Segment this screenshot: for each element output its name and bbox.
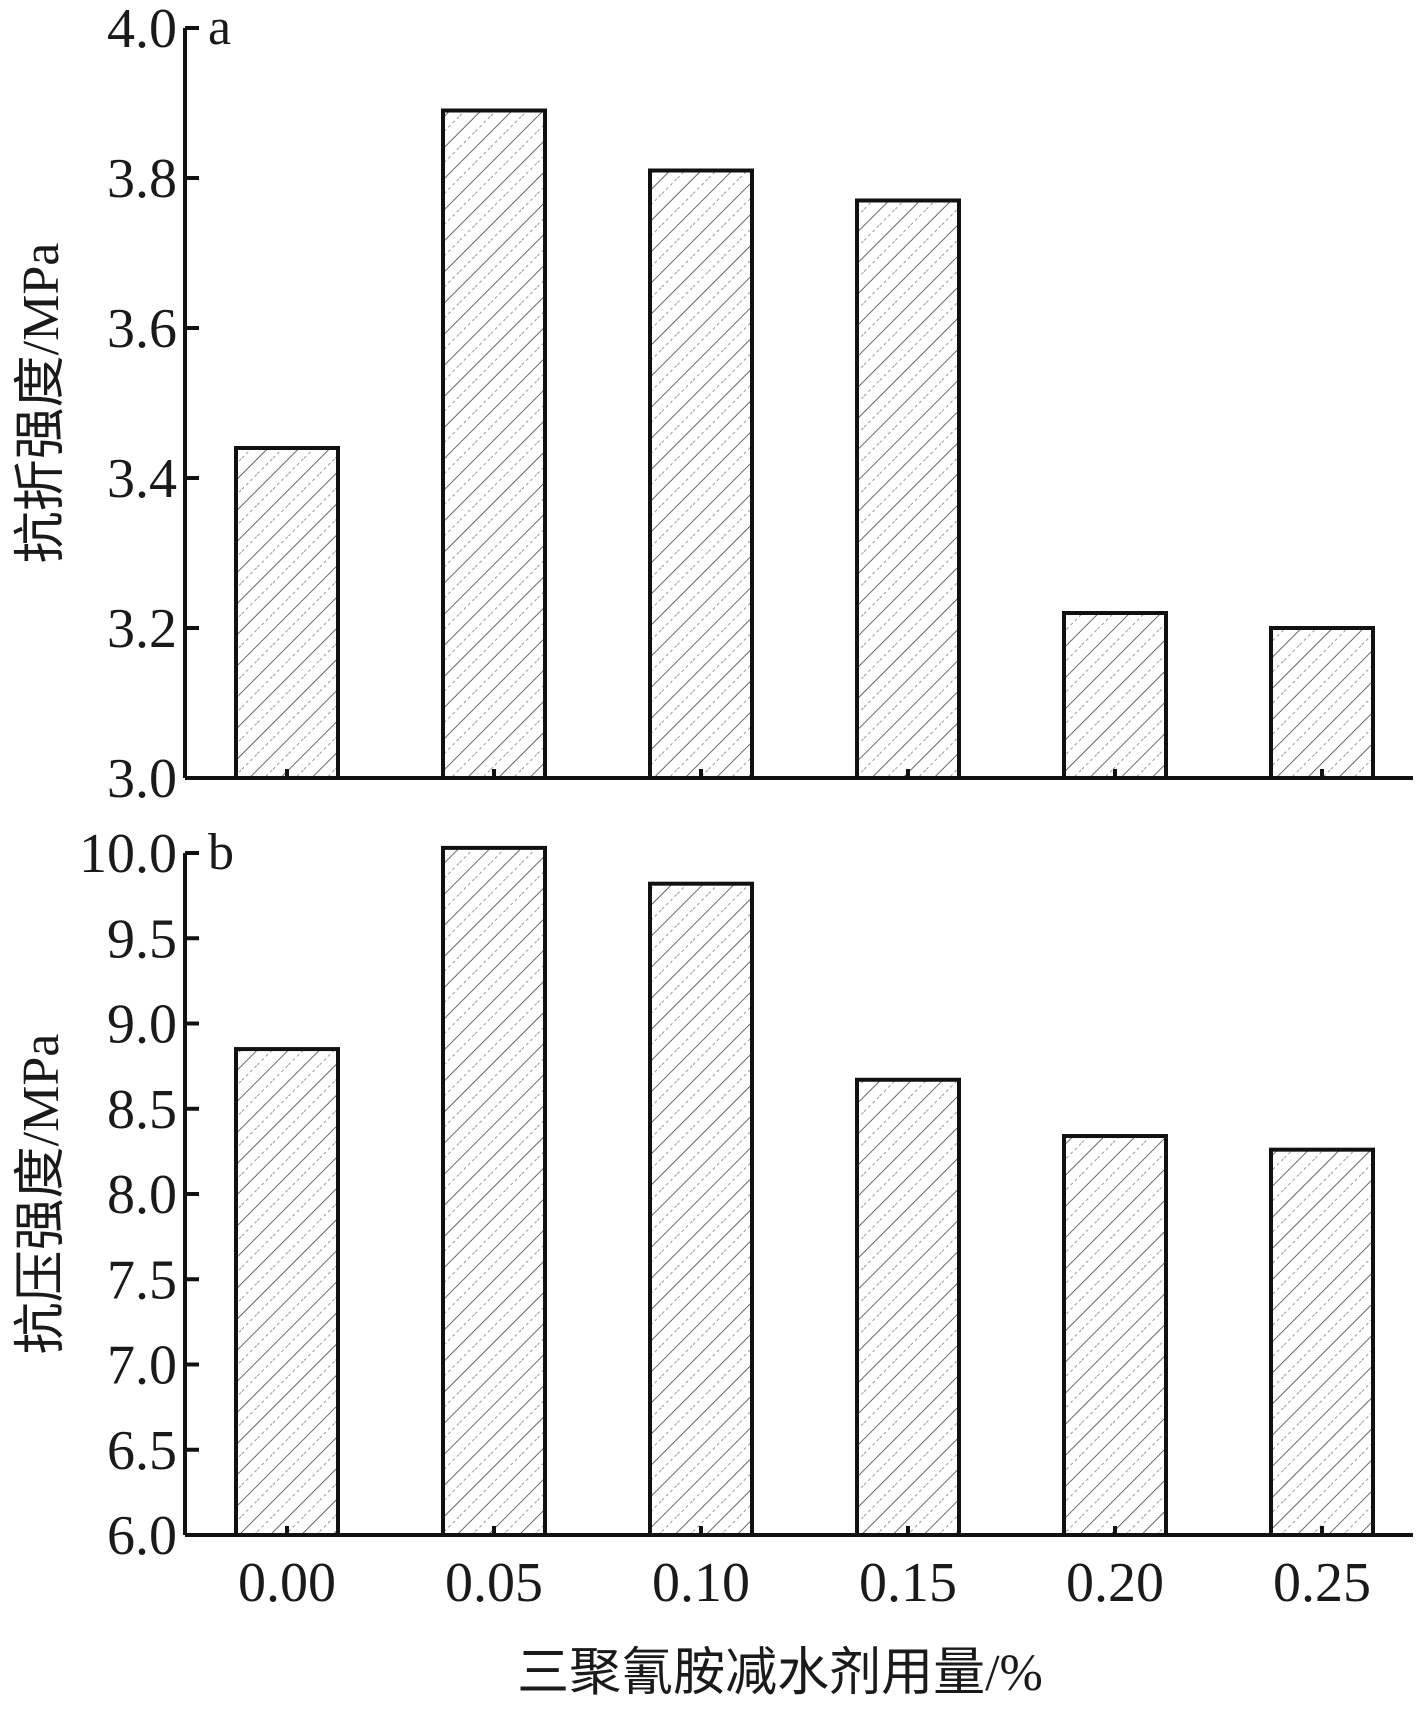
y-tick-label-a: 4.0 [107, 0, 177, 60]
x-tick-labels: 0.00 0.05 0.10 0.15 0.20 0.25 [238, 1552, 1371, 1614]
panel-label-a: a [208, 0, 231, 56]
panel-label-b: b [208, 824, 234, 881]
panel-b-compressive-strength: 6.0 6.5 7.0 7.5 8.0 8.5 9.0 9.5 10.0 b 抗压强度/MPa [13, 823, 1413, 1567]
bar-b-0.05 [441, 845, 547, 1537]
y-tick-label-b: 6.0 [107, 1505, 177, 1567]
y-ticks-b: 6.0 6.5 7.0 7.5 8.0 8.5 9.0 9.5 10.0 [79, 823, 199, 1567]
x-tick-label: 0.25 [1273, 1552, 1371, 1614]
bar-a-0.10 [648, 168, 754, 780]
x-tick-label: 0.20 [1066, 1552, 1164, 1614]
x-tick-label: 0.15 [859, 1552, 957, 1614]
y-tick-label-b: 6.5 [107, 1420, 177, 1482]
bar-b-0.25 [1269, 1147, 1375, 1538]
bar-a-0.00 [234, 446, 340, 780]
bar-a-0.25 [1269, 626, 1375, 780]
y-axis-title-a: 抗折强度/MPa [13, 243, 70, 564]
y-tick-label-b: 10.0 [79, 823, 177, 885]
bar-a-0.05 [441, 108, 547, 780]
y-tick-label-a: 3.4 [107, 448, 177, 510]
y-tick-label-a: 3.6 [107, 298, 177, 360]
y-tick-label-b: 9.0 [107, 994, 177, 1056]
bar-b-0.00 [234, 1047, 340, 1537]
bar-b-0.15 [855, 1077, 961, 1537]
bar-a-0.15 [855, 198, 961, 780]
bar-a-0.20 [1062, 611, 1168, 780]
bar-b-0.20 [1062, 1134, 1168, 1538]
panel-a-flexural-strength: 3.0 3.2 3.4 3.6 3.8 4.0 a 抗折强度/MPa [13, 0, 1413, 810]
y-tick-label-a: 3.8 [107, 148, 177, 210]
y-tick-label-a: 3.2 [107, 598, 177, 660]
y-tick-label-b: 8.5 [107, 1079, 177, 1141]
y-ticks-a: 3.0 3.2 3.4 3.6 3.8 4.0 [107, 0, 199, 810]
y-axis-title-b: 抗压强度/MPa [13, 1034, 70, 1355]
x-tick-label: 0.05 [445, 1552, 543, 1614]
y-tick-label-b: 7.0 [107, 1335, 177, 1397]
bars-a [234, 108, 1375, 780]
bars-b [234, 845, 1375, 1538]
y-tick-label-b: 7.5 [107, 1249, 177, 1311]
x-tick-label: 0.00 [238, 1552, 336, 1614]
x-axis-title: 三聚氰胺减水剂用量/% [517, 1645, 1043, 1702]
y-tick-label-a: 3.0 [107, 748, 177, 810]
bar-b-0.10 [648, 881, 754, 1537]
y-tick-label-b: 9.5 [107, 908, 177, 970]
y-tick-label-b: 8.0 [107, 1164, 177, 1226]
x-tick-label: 0.10 [652, 1552, 750, 1614]
